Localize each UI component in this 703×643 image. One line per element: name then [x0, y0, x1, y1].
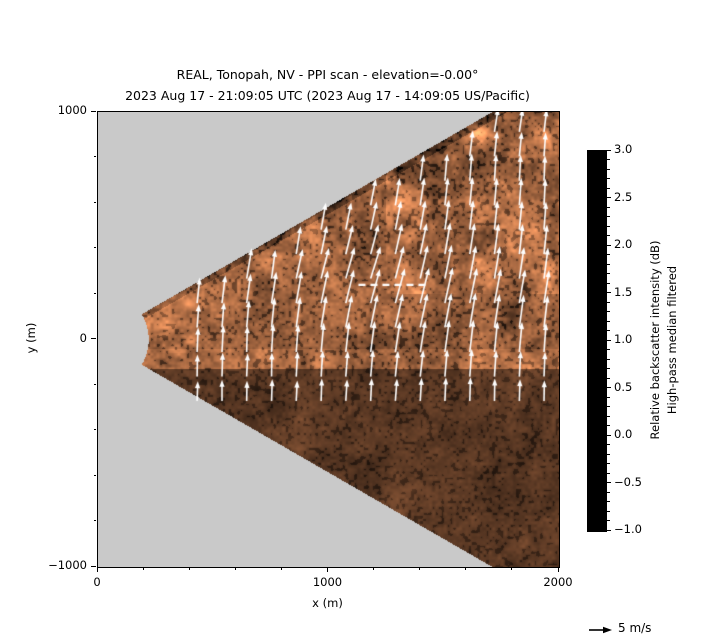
colorbar-minor-tick: [607, 187, 610, 189]
colorbar-label-line2: High-pass median filtered: [665, 265, 679, 415]
colorbar-minor-tick: [607, 273, 610, 274]
colorbar-tick-label: −0.5: [614, 474, 642, 489]
colorbar-major-tick: [607, 149, 611, 151]
colorbar-tick-label: 2.5: [614, 189, 633, 204]
ppi-scan-canvas: [98, 112, 559, 567]
colorbar-minor-tick: [607, 520, 610, 521]
colorbar-minor-tick: [607, 235, 610, 236]
y-axis-label: y (m): [24, 322, 38, 354]
colorbar-minor-tick: [607, 263, 610, 265]
y-minor-tick: [93, 156, 96, 157]
y-minor-tick: [93, 201, 96, 203]
x-minor-tick: [373, 567, 375, 570]
colorbar: [587, 150, 607, 532]
colorbar-minor-tick: [607, 377, 610, 379]
colorbar-minor-tick: [607, 159, 610, 160]
colorbar-major-tick: [607, 434, 611, 436]
y-major-tick: [91, 110, 96, 112]
x-tick-label: 0: [93, 575, 101, 589]
colorbar-tick-label: 0.5: [614, 379, 633, 394]
colorbar-major-tick: [607, 387, 611, 388]
y-minor-tick: [93, 520, 96, 521]
colorbar-minor-tick: [607, 254, 610, 255]
x-minor-tick: [234, 567, 236, 570]
colorbar-minor-tick: [607, 330, 610, 331]
x-major-tick: [96, 567, 98, 572]
x-minor-tick: [280, 567, 282, 570]
y-tick-label: 1000: [57, 103, 87, 117]
colorbar-minor-tick: [607, 216, 610, 217]
colorbar-major-tick: [607, 244, 611, 246]
x-minor-tick: [419, 567, 421, 570]
y-minor-tick: [93, 247, 96, 248]
colorbar-minor-tick: [607, 358, 610, 360]
colorbar-tick-label: 2.0: [614, 237, 633, 251]
colorbar-tick-label: 0.0: [614, 427, 633, 441]
colorbar-minor-tick: [607, 311, 610, 312]
colorbar-tick-label: 1.5: [614, 284, 633, 299]
colorbar-major-tick: [607, 529, 611, 531]
y-tick-label: −1000: [48, 558, 87, 572]
colorbar-major-tick: [607, 339, 611, 341]
colorbar-minor-tick: [607, 396, 610, 398]
colorbar-minor-tick: [607, 501, 610, 502]
y-minor-tick: [93, 383, 96, 385]
x-major-tick: [327, 567, 328, 572]
colorbar-tick-label: 1.0: [614, 332, 633, 346]
colorbar-minor-tick: [607, 444, 610, 445]
colorbar-tick-label: −1.0: [614, 522, 642, 536]
x-minor-tick: [511, 567, 513, 570]
x-minor-tick: [188, 567, 190, 570]
x-minor-tick: [465, 567, 467, 570]
y-major-tick: [91, 565, 96, 567]
colorbar-minor-tick: [607, 320, 610, 322]
colorbar-minor-tick: [607, 301, 610, 303]
colorbar-tick-label: 3.0: [614, 142, 633, 156]
colorbar-minor-tick: [607, 453, 610, 455]
colorbar-minor-tick: [607, 463, 610, 464]
quiver-key-arrow-icon: [589, 626, 612, 634]
colorbar-minor-tick: [607, 178, 610, 179]
colorbar-major-tick: [607, 292, 611, 293]
x-tick-label: 1000: [312, 575, 343, 589]
colorbar-minor-tick: [607, 368, 610, 369]
colorbar-major-tick: [607, 197, 611, 198]
y-minor-tick: [93, 292, 96, 294]
colorbar-label: Relative backscatter intensity (dB) High…: [647, 241, 681, 440]
colorbar-label-line1: Relative backscatter intensity (dB): [648, 240, 662, 440]
colorbar-minor-tick: [607, 472, 610, 474]
plot-title: REAL, Tonopah, NV - PPI scan - elevation…: [97, 64, 558, 106]
colorbar-minor-tick: [607, 425, 610, 426]
quiver-key-label: 5 m/s: [618, 621, 652, 635]
colorbar-minor-tick: [607, 282, 610, 284]
y-minor-tick: [93, 429, 96, 430]
colorbar-minor-tick: [607, 168, 610, 170]
ppi-scan-plot-area: [97, 111, 560, 568]
x-major-tick: [557, 567, 559, 572]
colorbar-minor-tick: [607, 491, 610, 493]
y-minor-tick: [93, 474, 96, 476]
colorbar-minor-tick: [607, 206, 610, 208]
colorbar-minor-tick: [607, 349, 610, 350]
y-tick-label: 0: [79, 330, 87, 345]
colorbar-minor-tick: [607, 415, 610, 417]
colorbar-minor-tick: [607, 510, 610, 512]
plot-title-line2: 2023 Aug 17 - 21:09:05 UTC (2023 Aug 17 …: [125, 88, 530, 103]
colorbar-major-tick: [607, 482, 611, 483]
y-major-tick: [91, 338, 96, 339]
x-minor-tick: [142, 567, 144, 570]
x-tick-label: 2000: [543, 575, 573, 589]
colorbar-minor-tick: [607, 225, 610, 227]
plot-title-line1: REAL, Tonopah, NV - PPI scan - elevation…: [176, 67, 479, 82]
x-axis-label: x (m): [312, 596, 343, 610]
colorbar-minor-tick: [607, 406, 610, 407]
